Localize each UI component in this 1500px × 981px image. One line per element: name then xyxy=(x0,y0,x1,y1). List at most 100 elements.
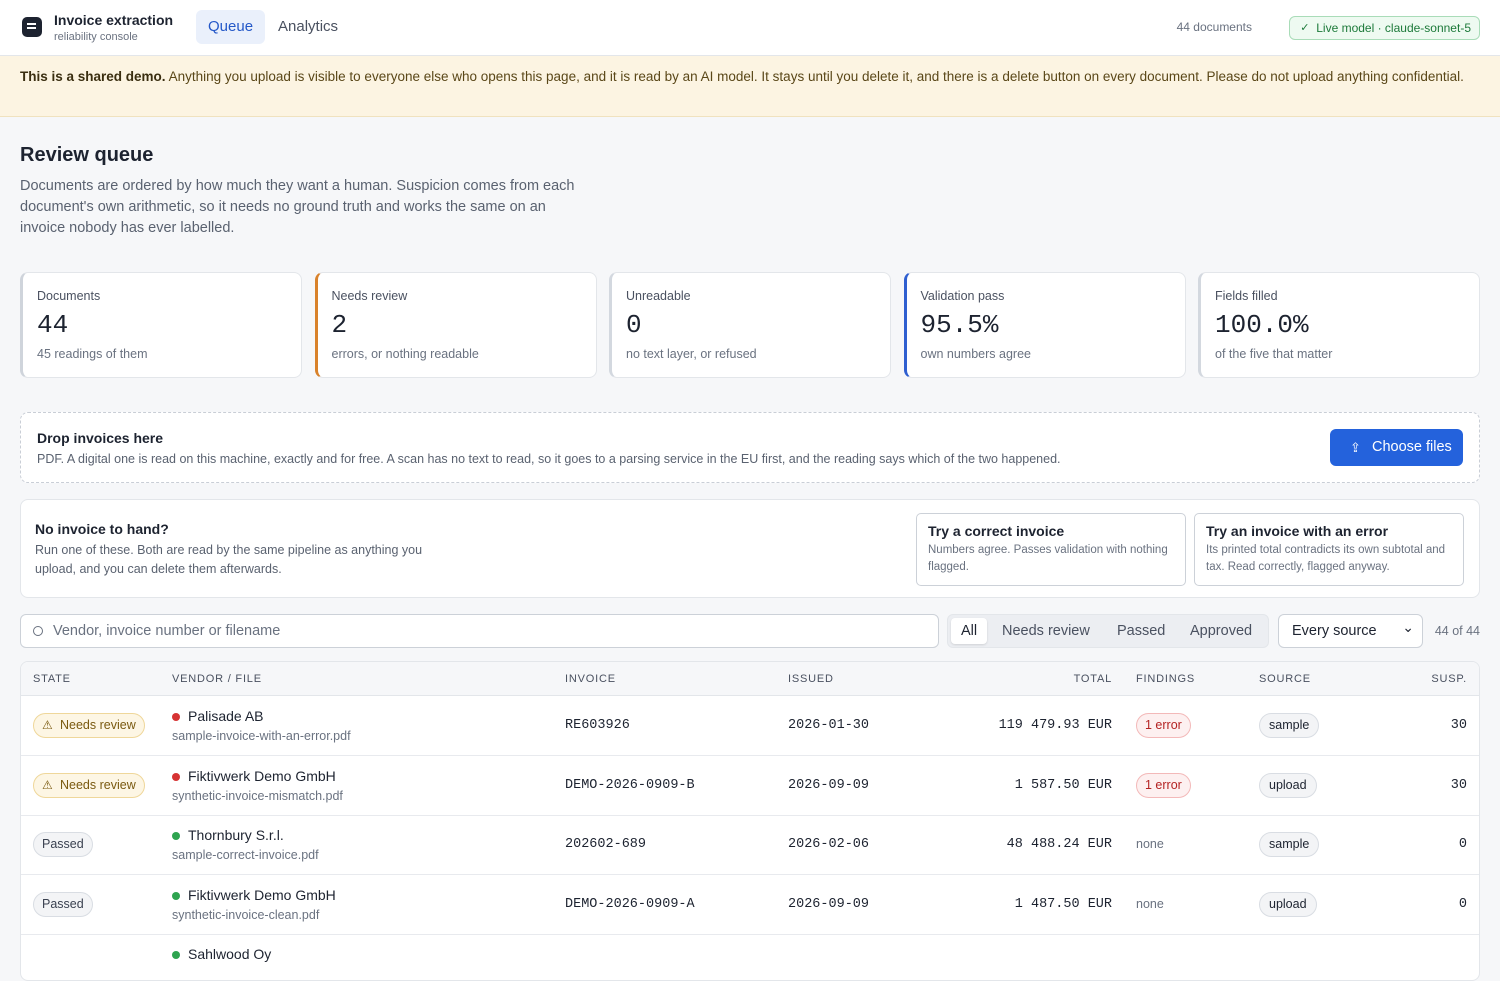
file-name: synthetic-invoice-clean.pdf xyxy=(172,907,320,922)
column-header: STATE xyxy=(33,673,71,685)
findings: 1 error xyxy=(1136,713,1191,738)
stat-note: errors, or nothing readable xyxy=(331,347,479,361)
sample-title: Try a correct invoice xyxy=(928,523,1065,539)
suspicion: 30 xyxy=(1450,718,1467,733)
queue-table: STATE VENDOR / FILE INVOICE ISSUED TOTAL FIND… xyxy=(20,661,1480,981)
invoice-number: DEMO-2026-0909-B xyxy=(565,777,695,793)
stat-value: 100.0% xyxy=(1215,310,1309,340)
app-subtitle: reliability console xyxy=(54,31,138,43)
logo xyxy=(22,17,42,37)
filter-segment[interactable]: All xyxy=(951,618,988,644)
column-header: INVOICE xyxy=(565,673,616,685)
stat-card: Needs review 2 errors, or nothing readable xyxy=(314,272,597,378)
samples-title: No invoice to hand? xyxy=(35,521,169,537)
stat-label: Fields filled xyxy=(1215,289,1278,303)
document-count: 44 documents xyxy=(1176,20,1252,34)
state-badge: Needs review xyxy=(33,713,145,738)
top-bar: Invoice extraction reliability console Q… xyxy=(0,0,1500,56)
findings: none xyxy=(1136,837,1164,851)
source-badge: sample xyxy=(1259,713,1320,738)
file-name: sample-correct-invoice.pdf xyxy=(172,848,319,862)
column-header: VENDOR / FILE xyxy=(172,673,262,685)
samples-text: Run one of these. Both are read by the s… xyxy=(35,543,423,576)
state-filter: All Needs review Passed Approved xyxy=(947,614,1269,648)
tab[interactable]: Analytics xyxy=(278,18,339,35)
table-row[interactable]: Passed Thornbury S.r.l. sample-correct-inv… xyxy=(21,815,1479,875)
stat-card: Validation pass 95.5% own numbers agree xyxy=(903,272,1186,378)
filter-segment[interactable]: Approved xyxy=(1190,623,1253,639)
total: 48 488.24 EUR xyxy=(1006,837,1112,852)
suspicion: 0 xyxy=(1458,896,1467,912)
demo-banner: This is a shared demo. Anything you uplo… xyxy=(0,56,1500,117)
table-row[interactable]: Needs review Palisade AB sample-invoice-wi… xyxy=(21,696,1479,756)
table-row[interactable]: Needs review Fiktivwerk Demo GmbH syntheti… xyxy=(21,756,1479,816)
stat-note: own numbers agree xyxy=(920,347,1031,361)
vendor: Sahlwood Oy xyxy=(172,946,271,962)
banner-lead: This is a shared demo. xyxy=(20,69,166,84)
section-intro: Documents are ordered by how much they w… xyxy=(20,178,575,236)
state-badge: Passed xyxy=(33,891,93,917)
sample-title: Try an invoice with an error xyxy=(1206,523,1389,539)
app-title: Invoice extraction xyxy=(54,12,174,28)
sample-button[interactable]: Try a correct invoice Numbers agree. Pass… xyxy=(916,513,1186,586)
file-name: sample-invoice-with-an-error.pdf xyxy=(172,729,351,743)
section-title: Review queue xyxy=(20,144,154,166)
stat-label: Validation pass xyxy=(920,289,1005,303)
stat-note: of the five that matter xyxy=(1215,347,1333,361)
stat-label: Unreadable xyxy=(626,289,691,303)
drop-zone[interactable]: Drop invoices here PDF. A digital one is… xyxy=(20,412,1480,483)
issue-date: 2026-01-30 xyxy=(788,718,870,733)
stat-card: Fields filled 100.0% of the five that matt… xyxy=(1198,272,1480,378)
stat-label: Needs review xyxy=(331,289,408,303)
drop-text: PDF. A digital one is read on this machi… xyxy=(37,452,1061,466)
sample-button[interactable]: Try an invoice with an error Its printed … xyxy=(1194,513,1464,586)
total: 1 487.50 EUR xyxy=(1014,896,1112,912)
table-row[interactable]: Sahlwood Oy xyxy=(21,934,1479,980)
sample-text: Numbers agree. Passes validation with no… xyxy=(928,544,1168,573)
file-name: synthetic-invoice-mismatch.pdf xyxy=(172,788,343,803)
source-badge: upload xyxy=(1259,772,1317,798)
column-header: ISSUED xyxy=(788,673,834,685)
stat-value: 0 xyxy=(626,310,642,340)
issue-date: 2026-09-09 xyxy=(788,777,870,793)
stat-value: 2 xyxy=(331,310,348,340)
stat-card: Documents 44 45 readings of them xyxy=(20,272,302,378)
choose-files-button[interactable]: Choose files xyxy=(1330,429,1463,466)
search-input[interactable]: Vendor, invoice number or filename xyxy=(20,614,939,648)
invoice-number: DEMO-2026-0909-A xyxy=(565,896,695,912)
filter-segment[interactable]: Passed xyxy=(1117,623,1166,639)
vendor: Thornbury S.r.l. xyxy=(172,827,284,843)
invoice-number: RE603926 xyxy=(565,718,630,733)
stat-note: no text layer, or refused xyxy=(626,347,757,361)
vendor: Palisade AB xyxy=(172,708,264,724)
brand: Invoice extraction reliability console xyxy=(54,12,173,43)
suspicion: 30 xyxy=(1450,777,1467,793)
total: 1 587.50 EUR xyxy=(1014,777,1112,793)
banner-text: Anything you upload is visible to everyo… xyxy=(168,69,1464,84)
source-select[interactable]: Every source xyxy=(1278,611,1423,648)
stat-value: 95.5% xyxy=(920,310,999,340)
result-count: 44 of 44 xyxy=(1434,624,1480,638)
vendor: Fiktivwerk Demo GmbH xyxy=(172,768,336,784)
column-header: FINDINGS xyxy=(1136,673,1195,685)
suspicion: 0 xyxy=(1458,837,1467,852)
model-badge: Live model · claude-sonnet-5 xyxy=(1289,16,1480,40)
findings: none xyxy=(1136,896,1164,911)
issue-date: 2026-09-09 xyxy=(788,896,870,912)
filter-segment[interactable]: Needs review xyxy=(1002,623,1090,639)
table-row[interactable]: Passed Fiktivwerk Demo GmbH synthetic-invo… xyxy=(21,875,1479,935)
state-badge: Passed xyxy=(33,832,93,857)
stat-note: 45 readings of them xyxy=(37,347,148,361)
vendor: Fiktivwerk Demo GmbH xyxy=(172,887,336,903)
findings: 1 error xyxy=(1136,772,1191,798)
total: 119 479.93 EUR xyxy=(998,718,1112,733)
page: Invoice extraction reliability console Q… xyxy=(0,0,1500,950)
tab[interactable]: Queue xyxy=(196,10,266,44)
drop-title: Drop invoices here xyxy=(37,430,164,446)
issue-date: 2026-02-06 xyxy=(788,837,870,852)
column-header: SOURCE xyxy=(1259,673,1311,685)
invoice-number: 202602-689 xyxy=(565,837,647,852)
stat-card: Unreadable 0 no text layer, or refused xyxy=(609,272,891,378)
sample-text: Its printed total contradicts its own su… xyxy=(1206,544,1446,573)
source-badge: sample xyxy=(1259,832,1320,857)
